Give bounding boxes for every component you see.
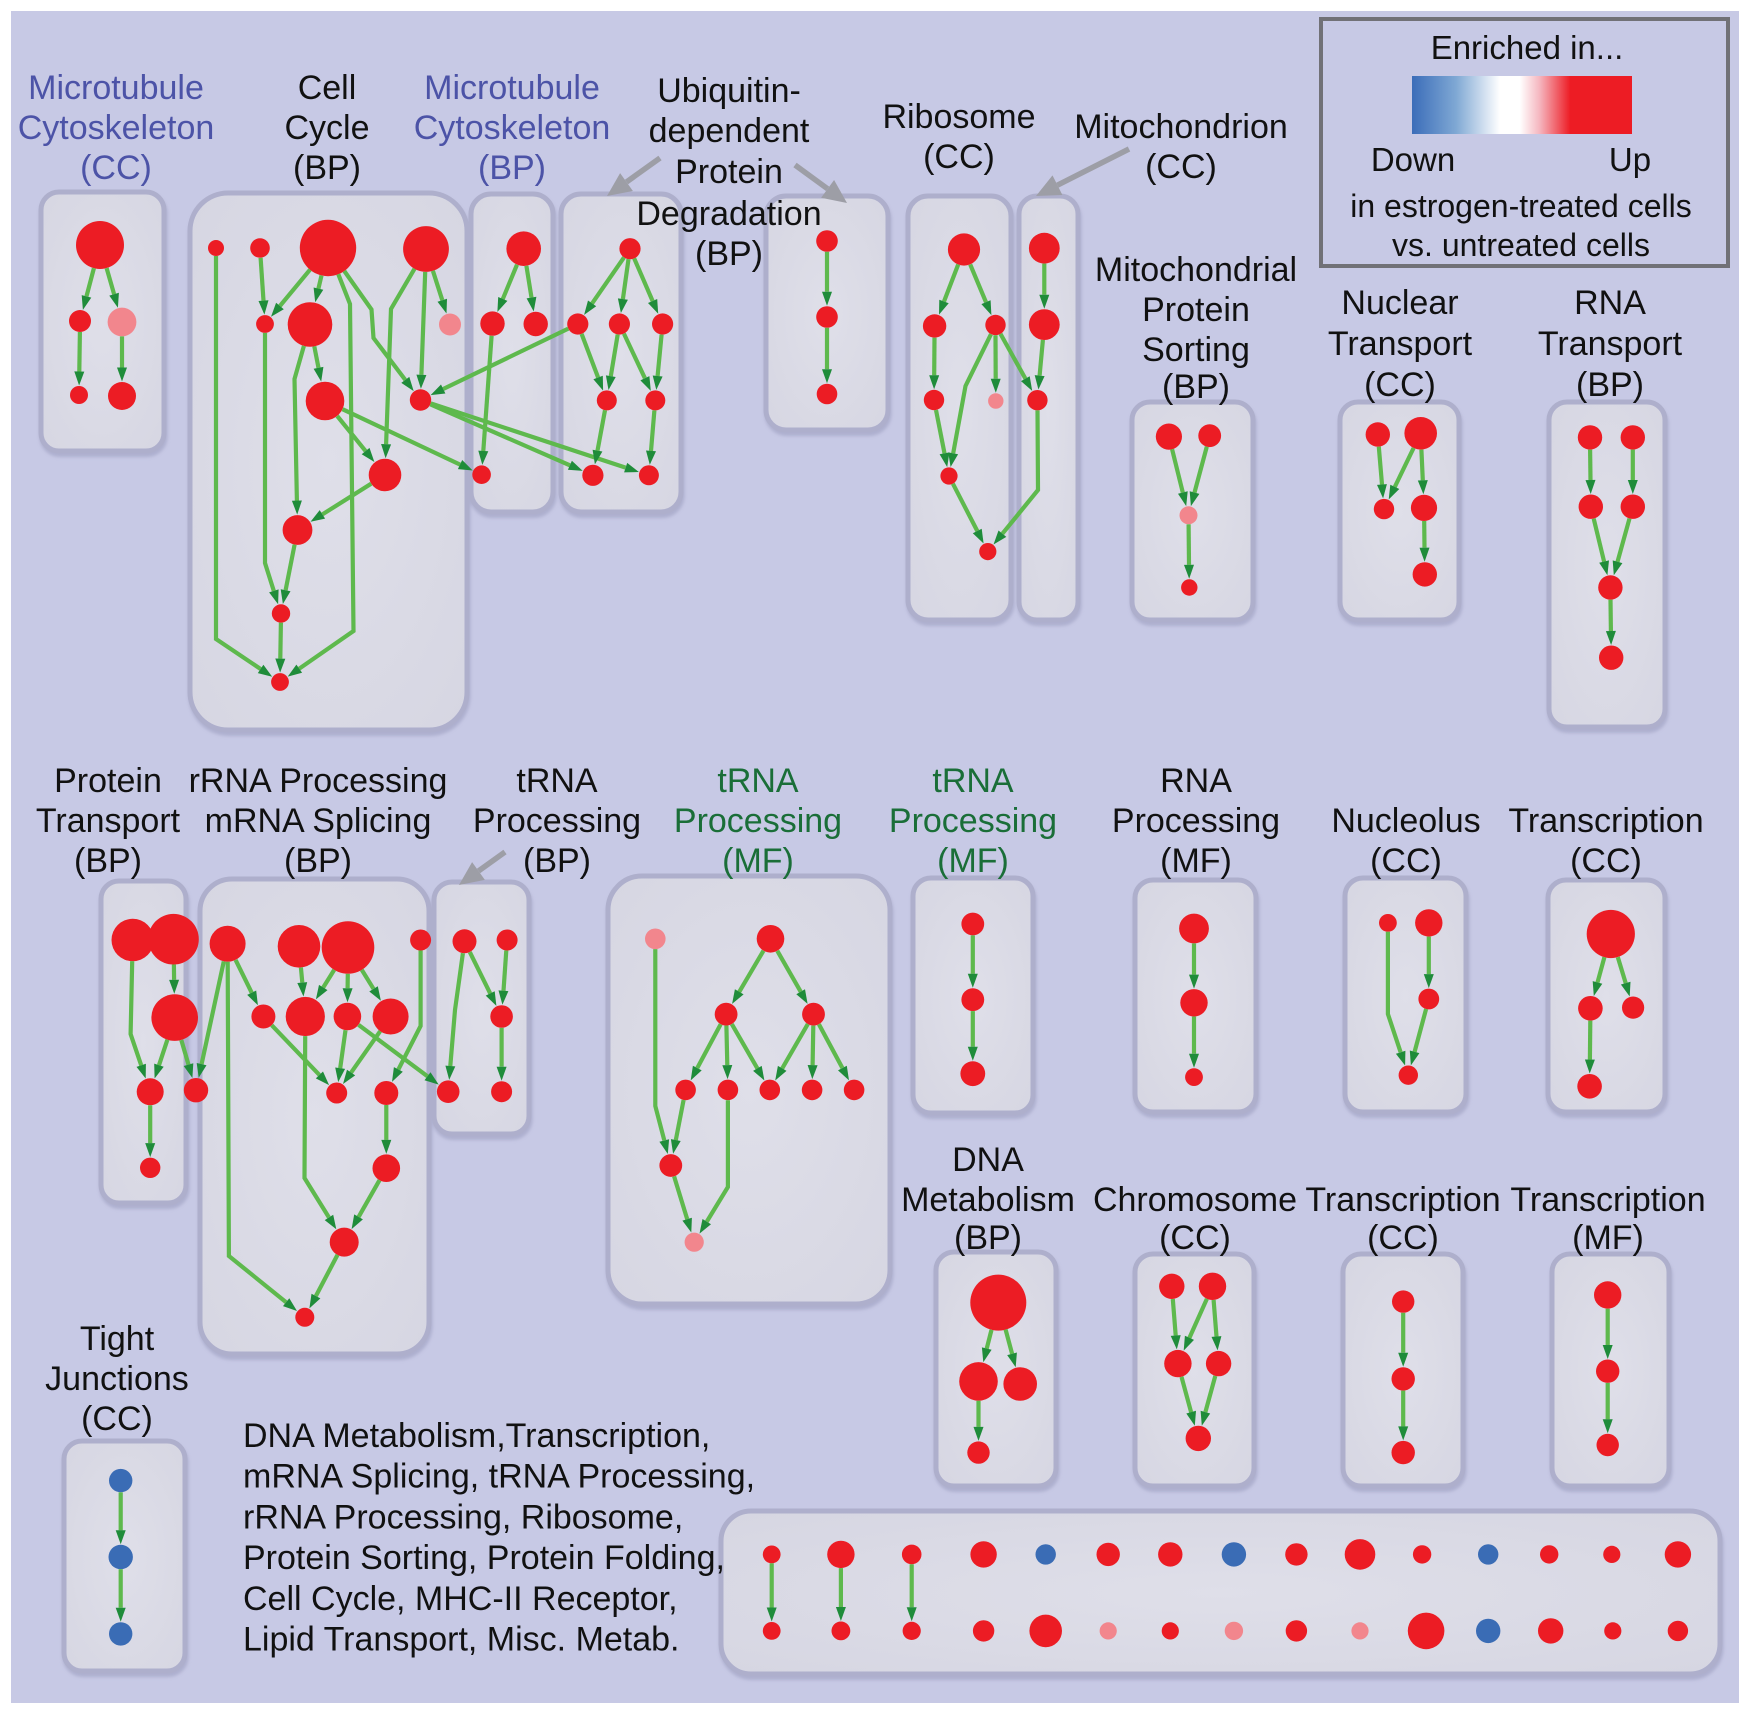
svg-text:Lipid Transport, Misc. Metab.: Lipid Transport, Misc. Metab. (243, 1621, 680, 1659)
svg-text:Transport: Transport (1328, 325, 1473, 363)
svg-text:Microtubule: Microtubule (28, 69, 204, 107)
svg-text:(CC): (CC) (1159, 1219, 1231, 1257)
svg-text:Microtubule: Microtubule (424, 69, 600, 107)
svg-text:(MF): (MF) (937, 842, 1009, 880)
svg-text:(CC): (CC) (80, 149, 152, 187)
svg-text:rRNA Processing: rRNA Processing (189, 762, 448, 800)
svg-text:Down: Down (1371, 141, 1455, 178)
svg-text:vs. untreated cells: vs. untreated cells (1392, 227, 1650, 263)
svg-text:Mitochondrion: Mitochondrion (1074, 108, 1288, 146)
svg-text:Enriched in...: Enriched in... (1431, 29, 1624, 66)
svg-text:Cytoskeleton: Cytoskeleton (18, 109, 215, 147)
svg-text:(MF): (MF) (1160, 842, 1232, 880)
svg-text:mRNA Splicing: mRNA Splicing (205, 802, 432, 840)
svg-text:(CC): (CC) (1370, 842, 1442, 880)
svg-text:Nuclear: Nuclear (1341, 284, 1458, 322)
svg-text:Cell: Cell (298, 69, 357, 107)
svg-text:Degradation: Degradation (636, 195, 821, 233)
svg-text:Protein: Protein (1142, 291, 1250, 329)
svg-text:Protein: Protein (675, 153, 783, 191)
svg-text:Transcription: Transcription (1508, 802, 1703, 840)
svg-text:Protein Sorting, Protein Foldi: Protein Sorting, Protein Folding, (243, 1539, 725, 1577)
svg-text:DNA Metabolism,Transcription,: DNA Metabolism,Transcription, (243, 1417, 710, 1455)
svg-text:(BP): (BP) (478, 149, 546, 187)
svg-text:mRNA Splicing, tRNA Processing: mRNA Splicing, tRNA Processing, (243, 1458, 755, 1496)
svg-text:(BP): (BP) (293, 149, 361, 187)
svg-text:(BP): (BP) (74, 842, 142, 880)
svg-text:Up: Up (1609, 141, 1651, 178)
svg-text:Cytoskeleton: Cytoskeleton (414, 109, 611, 147)
svg-text:Processing: Processing (473, 802, 641, 840)
svg-text:Sorting: Sorting (1142, 331, 1250, 369)
svg-text:Metabolism: Metabolism (901, 1181, 1075, 1219)
svg-text:Cycle: Cycle (284, 109, 369, 147)
svg-text:Processing: Processing (1112, 802, 1280, 840)
svg-text:in estrogen-treated cells: in estrogen-treated cells (1350, 188, 1692, 224)
svg-text:(BP): (BP) (523, 842, 591, 880)
svg-text:rRNA Processing, Ribosome,: rRNA Processing, Ribosome, (243, 1498, 683, 1536)
svg-text:Transcription: Transcription (1510, 1181, 1705, 1219)
svg-text:(CC): (CC) (1364, 366, 1436, 404)
svg-text:(MF): (MF) (722, 842, 794, 880)
svg-text:RNA: RNA (1160, 762, 1232, 800)
svg-text:Chromosome: Chromosome (1093, 1181, 1297, 1219)
svg-text:(CC): (CC) (923, 138, 995, 176)
svg-text:tRNA: tRNA (717, 762, 799, 800)
svg-text:Ribosome: Ribosome (882, 98, 1035, 136)
svg-text:(CC): (CC) (1145, 148, 1217, 186)
svg-text:DNA: DNA (952, 1141, 1024, 1179)
svg-text:Mitochondrial: Mitochondrial (1095, 251, 1297, 289)
svg-text:dependent: dependent (649, 112, 810, 150)
svg-text:(BP): (BP) (695, 235, 763, 273)
svg-text:Ubiquitin-: Ubiquitin- (657, 72, 801, 110)
svg-text:Processing: Processing (889, 802, 1057, 840)
svg-text:(BP): (BP) (954, 1219, 1022, 1257)
svg-text:Processing: Processing (674, 802, 842, 840)
svg-text:RNA: RNA (1574, 284, 1646, 322)
svg-text:(BP): (BP) (284, 842, 352, 880)
svg-text:Transport: Transport (1538, 325, 1683, 363)
svg-text:tRNA: tRNA (932, 762, 1014, 800)
svg-text:(MF): (MF) (1572, 1219, 1644, 1257)
svg-text:Protein: Protein (54, 762, 162, 800)
svg-text:(CC): (CC) (1367, 1219, 1439, 1257)
svg-text:Transcription: Transcription (1305, 1181, 1500, 1219)
svg-text:(CC): (CC) (81, 1400, 153, 1438)
svg-text:(BP): (BP) (1162, 368, 1230, 406)
svg-text:Transport: Transport (36, 802, 181, 840)
svg-text:tRNA: tRNA (516, 762, 598, 800)
svg-text:(BP): (BP) (1576, 366, 1644, 404)
svg-text:Tight: Tight (80, 1320, 155, 1358)
svg-text:(CC): (CC) (1570, 842, 1642, 880)
svg-text:Junctions: Junctions (45, 1360, 189, 1398)
svg-text:Nucleolus: Nucleolus (1331, 802, 1480, 840)
svg-text:Cell Cycle, MHC-II Receptor,: Cell Cycle, MHC-II Receptor, (243, 1580, 678, 1618)
